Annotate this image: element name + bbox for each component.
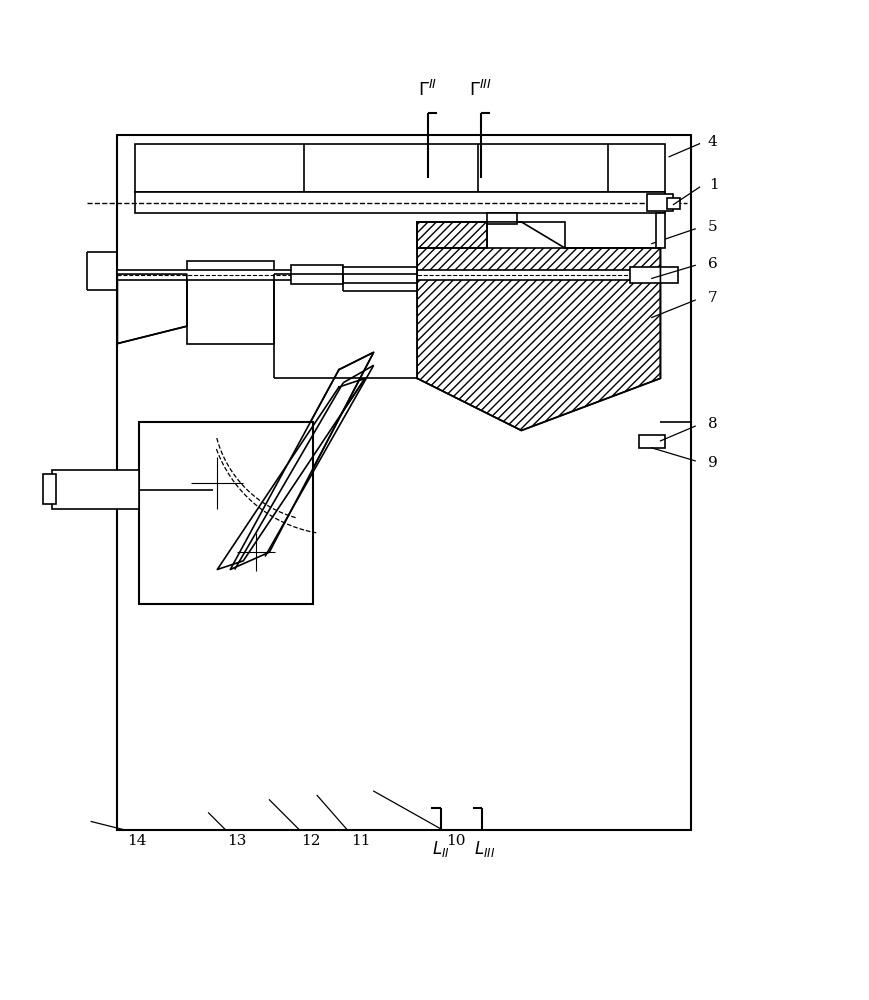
Text: 5: 5	[707, 220, 718, 234]
Bar	[139, 422, 313, 604]
Text: $\Gamma^{II}$: $\Gamma^{II}$	[418, 80, 437, 100]
Polygon shape	[417, 222, 487, 248]
Polygon shape	[217, 378, 365, 570]
Text: 8: 8	[707, 417, 718, 431]
Polygon shape	[117, 274, 187, 344]
Text: 1: 1	[709, 178, 720, 192]
Bar	[43, 474, 56, 504]
Bar	[135, 144, 665, 192]
Bar	[343, 267, 417, 283]
Text: 9: 9	[707, 456, 718, 470]
Bar	[487, 213, 517, 224]
Text: $L_{II}$: $L_{II}$	[432, 839, 449, 859]
Text: 11: 11	[351, 834, 370, 848]
Bar	[647, 194, 673, 211]
Bar	[291, 265, 343, 284]
Bar	[187, 261, 274, 344]
Bar	[656, 213, 665, 248]
Bar	[117, 270, 639, 280]
Text: 7: 7	[707, 291, 718, 305]
Bar	[135, 192, 665, 213]
Text: 13: 13	[227, 834, 246, 848]
Text: 10: 10	[447, 834, 466, 848]
Text: 6: 6	[707, 257, 718, 271]
Text: 14: 14	[128, 834, 147, 848]
Polygon shape	[417, 222, 660, 430]
Bar	[117, 135, 691, 830]
Text: 12: 12	[302, 834, 321, 848]
Bar	[630, 267, 678, 283]
Bar	[639, 435, 665, 448]
Text: 4: 4	[707, 135, 718, 149]
Polygon shape	[230, 352, 374, 570]
Bar	[487, 222, 565, 248]
Bar	[52, 470, 139, 509]
Bar	[667, 198, 680, 209]
Text: $\Gamma^{III}$: $\Gamma^{III}$	[469, 80, 492, 100]
Text: $L_{III}$: $L_{III}$	[474, 839, 495, 859]
